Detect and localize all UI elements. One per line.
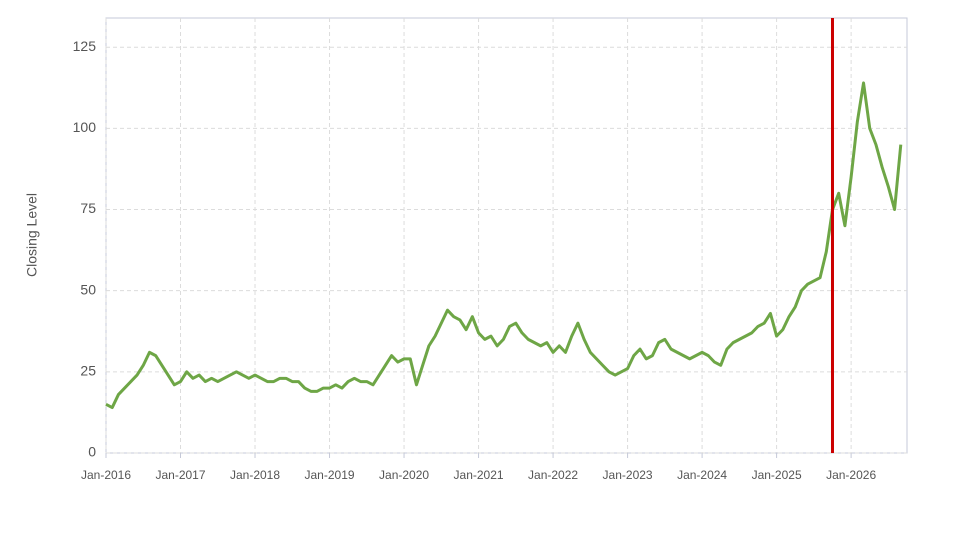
x-tick-label: Jan-2024 — [677, 468, 727, 482]
x-tick-label: Jan-2025 — [752, 468, 802, 482]
y-axis-label: Closing Level — [24, 193, 40, 277]
y-tick-label: 125 — [73, 38, 97, 54]
x-tick-label: Jan-2017 — [155, 468, 205, 482]
x-tick-label: Jan-2026 — [826, 468, 876, 482]
x-tick-label: Jan-2020 — [379, 468, 429, 482]
x-tick-label: Jan-2022 — [528, 468, 578, 482]
y-tick-label: 0 — [88, 444, 96, 460]
y-tick-label: 75 — [80, 200, 96, 216]
x-tick-label: Jan-2019 — [305, 468, 355, 482]
x-tick-label: Jan-2021 — [454, 468, 504, 482]
plot-frame — [105, 17, 908, 454]
y-tick-label: 100 — [73, 119, 97, 135]
x-tick-label: Jan-2016 — [81, 468, 131, 482]
y-tick-label: 25 — [80, 363, 96, 379]
x-tick-label: Jan-2023 — [603, 468, 653, 482]
y-tick-label: 50 — [80, 281, 96, 297]
series-line — [105, 81, 903, 410]
x-tick-label: Jan-2018 — [230, 468, 280, 482]
